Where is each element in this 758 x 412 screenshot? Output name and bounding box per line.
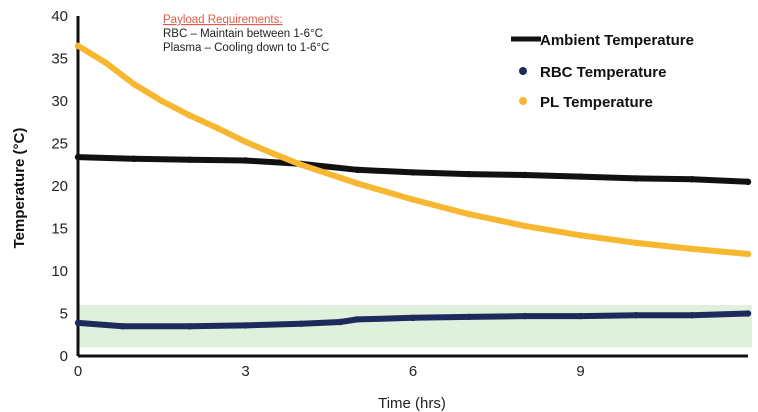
data-point: [577, 232, 584, 239]
data-point: [689, 312, 696, 319]
y-tick-label: 35: [51, 51, 68, 68]
data-point: [298, 320, 305, 327]
series-pl-temperature: [74, 42, 752, 258]
data-point: [186, 156, 193, 163]
data-point: [465, 210, 472, 218]
data-point: [465, 170, 472, 178]
annotation-box: Payload Requirements: RBC – Maintain bet…: [163, 14, 329, 54]
data-point: [74, 319, 82, 327]
data-point: [689, 245, 696, 253]
data-point: [270, 150, 277, 157]
legend: Ambient Temperature RBC Temperature PL T…: [511, 32, 694, 111]
y-axis-title: Temperature (°C): [11, 128, 28, 249]
legend-item-pl: PL Temperature: [519, 94, 653, 111]
data-point: [577, 312, 584, 320]
data-point: [409, 169, 417, 176]
y-tick-label: 15: [51, 221, 68, 238]
legend-item-rbc: RBC Temperature: [519, 64, 666, 81]
data-point: [242, 157, 249, 164]
y-tick-label: 20: [51, 178, 68, 195]
data-point: [744, 250, 752, 258]
data-point: [521, 222, 528, 230]
legend-swatch-rbc: [519, 67, 527, 75]
data-point: [354, 316, 361, 323]
legend-item-ambient: Ambient Temperature: [511, 32, 694, 49]
data-point: [744, 310, 752, 317]
x-tick-label: 6: [409, 363, 417, 380]
series-line: [75, 310, 751, 330]
data-point: [689, 176, 696, 183]
data-point: [465, 313, 472, 321]
data-point: [186, 323, 193, 330]
annotation-line: Plasma – Cooling down to 1-6°C: [163, 42, 329, 54]
data-point: [242, 322, 249, 329]
x-axis-title: Time (hrs): [378, 395, 446, 412]
legend-label-pl: PL Temperature: [540, 94, 653, 111]
data-point: [633, 175, 640, 182]
y-axis-ticks: 0 5 10 15 20 25 30 35 40: [51, 8, 68, 365]
data-point: [409, 314, 417, 321]
data-point: [130, 80, 137, 88]
y-tick-label: 0: [60, 348, 68, 365]
annotation-line: RBC – Maintain between 1-6°C: [163, 28, 323, 40]
data-point: [102, 59, 110, 66]
data-point: [354, 166, 361, 173]
series-rbc-temperature: [74, 310, 752, 330]
x-axis-ticks: 0 3 6 9: [74, 363, 585, 380]
data-point: [130, 155, 137, 162]
x-tick-label: 3: [241, 363, 249, 380]
data-point: [521, 312, 528, 320]
series-ambient-temperature: [74, 153, 752, 185]
annotation-title: Payload Requirements:: [163, 14, 283, 26]
legend-swatch-pl: [519, 97, 527, 105]
x-tick-label: 9: [576, 363, 584, 380]
data-point: [186, 112, 193, 119]
data-point: [337, 318, 344, 326]
data-point: [354, 180, 361, 187]
data-point: [298, 161, 305, 168]
data-point: [633, 312, 640, 319]
x-tick-label: 0: [74, 363, 82, 380]
data-point: [214, 125, 221, 132]
data-point: [409, 196, 417, 203]
data-point: [74, 42, 82, 49]
legend-label-rbc: RBC Temperature: [540, 64, 666, 81]
data-point: [242, 138, 249, 145]
data-point: [744, 178, 752, 185]
y-tick-label: 5: [60, 306, 68, 323]
data-point: [158, 97, 165, 105]
data-point: [521, 171, 528, 179]
data-point: [633, 239, 640, 247]
data-point: [577, 173, 584, 180]
legend-label-ambient: Ambient Temperature: [540, 32, 694, 49]
y-tick-label: 30: [51, 93, 68, 110]
data-point: [119, 323, 126, 330]
data-point: [74, 153, 82, 161]
y-tick-label: 25: [51, 136, 68, 153]
series-layer: [74, 42, 752, 330]
y-tick-label: 40: [51, 8, 68, 25]
y-tick-label: 10: [51, 263, 68, 280]
